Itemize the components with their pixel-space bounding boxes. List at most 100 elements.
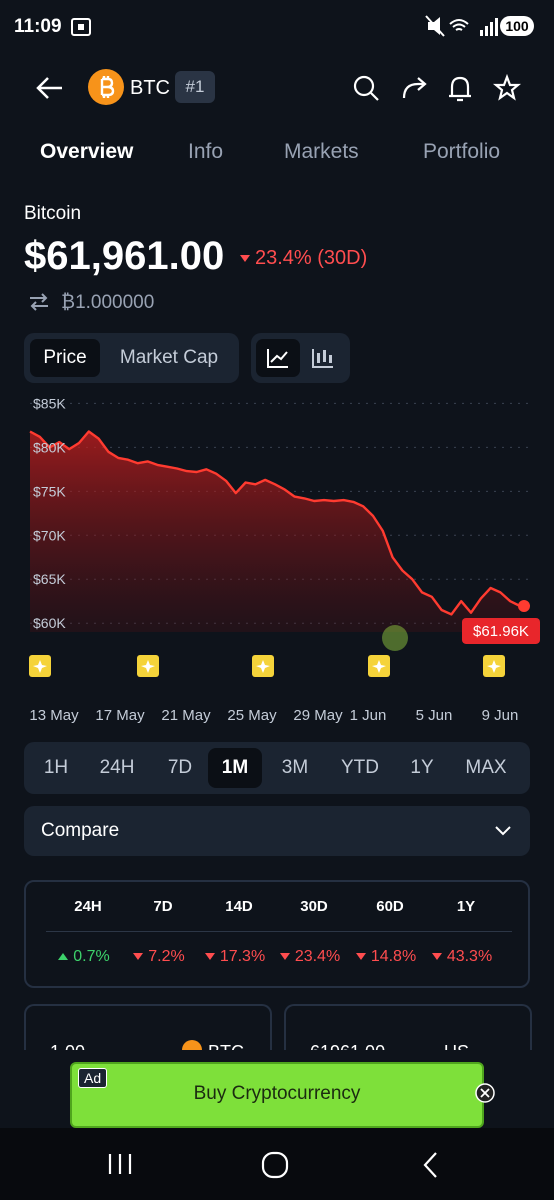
watermark-logo xyxy=(382,625,408,651)
period-header: 1Y xyxy=(456,898,476,915)
bell[interactable] xyxy=(449,76,471,102)
tab[interactable]: Markets xyxy=(284,140,359,163)
x-tick-label: 1 Jun xyxy=(350,707,387,724)
range-option[interactable]: 1H xyxy=(43,757,69,778)
y-tick-label: $85K xyxy=(33,396,66,411)
symbol: BTC xyxy=(130,77,170,99)
converter-left: 1.00 BTC xyxy=(24,1004,272,1052)
x-tick-label: 5 Jun xyxy=(416,707,453,724)
price: $61,961.00 xyxy=(24,234,225,278)
direction-arrow xyxy=(355,953,366,961)
period-header: 30D xyxy=(300,898,328,915)
price-line xyxy=(29,430,521,616)
period-change: 14.8% xyxy=(349,948,423,966)
nav-buttons xyxy=(108,1151,437,1179)
price-change: 23.4% (30D) xyxy=(240,247,367,270)
change-value: 7.2% xyxy=(148,948,185,965)
x-tick-label: 13 May xyxy=(29,707,79,724)
ad-badge: Ad xyxy=(78,1068,108,1088)
back[interactable] xyxy=(423,1152,437,1178)
line-icon xyxy=(267,349,288,368)
range-option[interactable]: MAX xyxy=(465,757,507,778)
tab[interactable]: Portfolio xyxy=(423,140,501,163)
toggle-option[interactable]: Market Cap xyxy=(119,347,219,368)
x-tick-label: 9 Jun xyxy=(482,707,519,724)
screen-icon xyxy=(71,18,91,36)
event-star xyxy=(372,660,386,673)
ad-close[interactable] xyxy=(475,1083,495,1103)
price-tag xyxy=(462,617,540,644)
direction-arrow xyxy=(431,953,442,961)
nav-bar xyxy=(0,1128,554,1200)
period-header: 14D xyxy=(225,898,253,915)
home[interactable] xyxy=(261,1151,289,1179)
left-amount: 1.00 xyxy=(50,1042,86,1052)
period-header: 7D xyxy=(153,898,173,915)
star[interactable] xyxy=(492,73,522,101)
period-change: 23.4% xyxy=(273,948,347,966)
performance-table xyxy=(24,880,530,988)
chart-style-toggle xyxy=(251,333,350,383)
back-button[interactable] xyxy=(34,74,66,102)
period-change: 17.3% xyxy=(198,948,272,966)
range-option[interactable]: 7D xyxy=(167,757,193,778)
price-toggle: Price Market Cap xyxy=(24,333,239,383)
share[interactable] xyxy=(402,77,427,99)
header-actions xyxy=(353,73,522,102)
right-unit: US xyxy=(444,1042,470,1052)
converter-right: 61961.00 US xyxy=(284,1004,532,1052)
period-change: 7.2% xyxy=(122,948,196,966)
y-tick-label: $60K xyxy=(33,615,66,631)
ad-banner[interactable]: Ad Buy Cryptocurrency xyxy=(70,1062,484,1128)
tab[interactable]: Info xyxy=(188,140,224,163)
x-tick-label: 25 May xyxy=(227,707,277,724)
event-star xyxy=(487,660,501,673)
change-value: 23.4% xyxy=(294,948,341,965)
rank: #1 xyxy=(175,71,215,103)
range-option[interactable]: YTD xyxy=(341,757,379,778)
battery: 100 xyxy=(500,16,534,36)
period-change: 43.3% xyxy=(425,948,499,966)
range-option[interactable]: 1M xyxy=(208,748,262,788)
change-value: 0.7% xyxy=(73,948,110,965)
ad-text: Buy Cryptocurrency xyxy=(193,1083,361,1104)
x-tick-label: 29 May xyxy=(293,707,343,724)
period-header: 24H xyxy=(74,898,102,915)
period-header: 60D xyxy=(376,898,404,915)
event-star xyxy=(33,660,47,673)
btc-dot xyxy=(182,1040,202,1052)
range-option[interactable]: 3M xyxy=(281,757,309,778)
change-value: 14.8% xyxy=(370,948,417,965)
x-tick-label: 17 May xyxy=(95,707,145,724)
price-change-text: 23.4% (30D) xyxy=(255,247,368,269)
range-option[interactable]: 24H xyxy=(99,757,135,778)
change-value: 43.3% xyxy=(446,948,493,965)
area xyxy=(30,431,520,632)
x-tick-label: 21 May xyxy=(161,707,211,724)
recents[interactable] xyxy=(108,1154,132,1174)
y-tick-label: $65K xyxy=(33,571,66,587)
y-tick-label: $70K xyxy=(33,527,66,543)
last-point xyxy=(518,599,530,612)
status-icons xyxy=(425,15,498,37)
direction-arrow xyxy=(279,953,290,961)
direction-arrow xyxy=(204,953,215,961)
btc-logo xyxy=(88,69,124,105)
right-amount: 61961.00 xyxy=(310,1042,386,1052)
direction-arrow xyxy=(58,953,69,961)
toggle-option[interactable]: Price xyxy=(30,339,100,377)
search[interactable] xyxy=(353,75,379,101)
event-star xyxy=(141,660,155,673)
range-option[interactable]: 1Y xyxy=(410,757,434,778)
change-value: 17.3% xyxy=(219,948,266,965)
time: 11:09 xyxy=(14,16,62,37)
left-unit: BTC xyxy=(208,1042,244,1052)
price-tag-label: $61.96K xyxy=(473,623,529,640)
coin-name: Bitcoin xyxy=(24,203,82,224)
range-bar xyxy=(24,742,530,794)
candle-icon[interactable] xyxy=(311,347,335,369)
compare-dropdown[interactable]: Compare xyxy=(24,806,530,856)
swap-icon xyxy=(30,293,48,311)
y-tick-label: $80K xyxy=(33,439,66,455)
tab[interactable]: Overview xyxy=(40,140,134,163)
